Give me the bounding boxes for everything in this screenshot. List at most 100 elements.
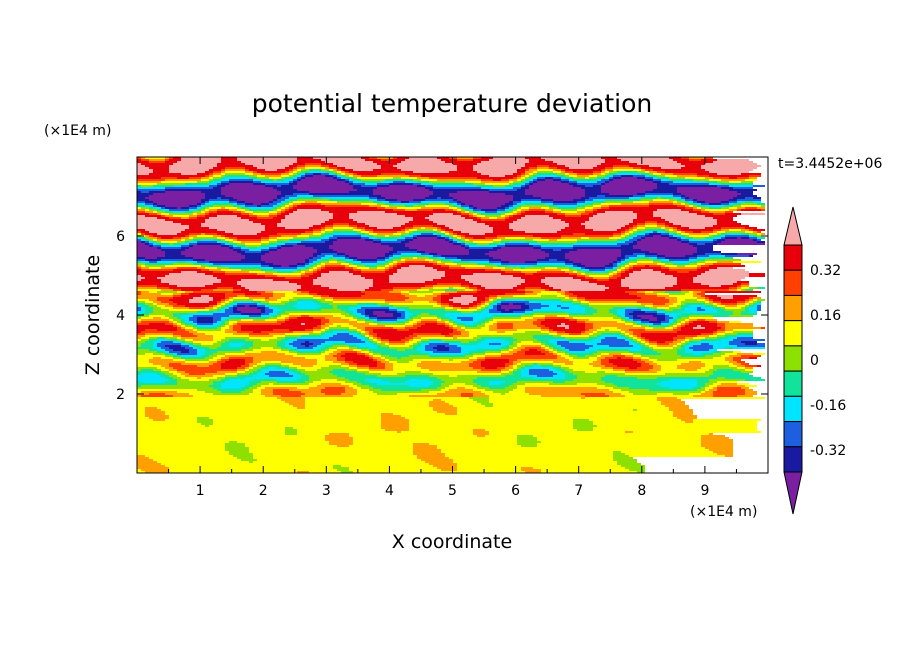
field-cell: [693, 279, 741, 281]
field-cell: [469, 359, 477, 361]
field-cell: [469, 303, 477, 305]
field-cell: [249, 451, 413, 453]
field-cell: [433, 185, 477, 187]
field-cell: [213, 297, 225, 299]
field-cell: [641, 237, 645, 239]
field-cell: [449, 349, 461, 351]
field-cell: [545, 353, 553, 355]
field-cell: [585, 343, 597, 345]
field-cell: [457, 235, 461, 237]
field-cell: [349, 265, 357, 267]
field-cell: [477, 207, 497, 209]
field-cell: [309, 275, 321, 277]
field-cell: [689, 263, 697, 265]
field-cell: [677, 231, 681, 233]
field-cell: [565, 311, 585, 313]
field-cell: [349, 379, 365, 381]
field-cell: [569, 181, 577, 183]
field-cell: [209, 269, 221, 271]
field-cell: [485, 309, 489, 311]
field-cell: [533, 335, 553, 337]
field-cell: [321, 261, 329, 263]
field-cell: [597, 209, 657, 211]
field-cell: [345, 173, 353, 175]
field-cell: [709, 321, 717, 323]
field-cell: [189, 313, 213, 315]
field-cell: [385, 265, 389, 267]
field-cell: [513, 199, 521, 201]
field-cell: [593, 429, 757, 431]
field-cell: [581, 263, 609, 265]
field-cell: [605, 375, 617, 377]
field-cell: [665, 297, 677, 299]
field-cell: [329, 321, 357, 323]
field-cell: [285, 311, 345, 313]
field-cell: [209, 301, 217, 303]
field-cell: [197, 329, 221, 331]
field-cell: [221, 379, 229, 381]
field-cell: [317, 269, 321, 271]
field-cell: [413, 347, 417, 349]
field-cell: [649, 165, 685, 167]
field-cell: [293, 169, 297, 171]
field-cell: [313, 381, 345, 383]
field-cell: [501, 269, 513, 271]
field-cell: [197, 215, 205, 217]
field-cell: [505, 213, 513, 215]
field-cell: [341, 465, 433, 467]
field-cell: [421, 179, 437, 181]
field-cell: [717, 331, 725, 333]
field-cell: [137, 429, 285, 431]
field-cell: [153, 419, 165, 421]
field-cell: [377, 341, 381, 343]
field-cell: [377, 335, 409, 337]
field-cell: [389, 279, 433, 281]
field-cell: [281, 177, 285, 179]
field-cell: [265, 253, 313, 255]
field-cell: [257, 167, 285, 169]
field-cell: [345, 353, 357, 355]
field-cell: [713, 161, 753, 163]
field-cell: [229, 301, 233, 303]
field-cell: [181, 207, 189, 209]
field-cell: [213, 289, 233, 291]
field-cell: [565, 175, 569, 177]
field-cell: [137, 239, 141, 241]
field-cell: [157, 217, 169, 219]
field-cell: [689, 259, 697, 261]
field-cell: [589, 269, 605, 271]
field-cell: [505, 267, 521, 269]
field-cell: [317, 255, 325, 257]
field-cell: [177, 291, 185, 293]
field-cell: [633, 233, 637, 235]
field-cell: [305, 167, 325, 169]
field-cell: [593, 331, 597, 333]
field-cell: [365, 313, 373, 315]
field-cell: [301, 177, 305, 179]
field-cell: [169, 417, 197, 419]
field-cell: [137, 243, 145, 245]
field-cell: [657, 377, 717, 379]
field-cell: [325, 161, 373, 163]
field-cell: [529, 177, 533, 179]
field-cell: [317, 267, 321, 269]
field-cell: [525, 191, 585, 193]
field-cell: [497, 209, 505, 211]
field-cell: [641, 345, 645, 347]
field-cell: [685, 303, 705, 305]
field-cell: [233, 305, 237, 307]
field-cell: [185, 241, 189, 243]
field-cell: [361, 229, 365, 231]
field-cell: [389, 339, 401, 341]
field-cell: [449, 343, 461, 345]
field-cell: [329, 303, 357, 305]
field-cell: [673, 261, 689, 263]
field-cell: [153, 239, 157, 241]
field-cell: [161, 209, 169, 211]
field-cell: [449, 237, 453, 239]
field-cell: [641, 169, 645, 171]
field-cell: [269, 211, 277, 213]
field-cell: [385, 359, 389, 361]
field-cell: [485, 301, 489, 303]
field-cell: [597, 383, 613, 385]
